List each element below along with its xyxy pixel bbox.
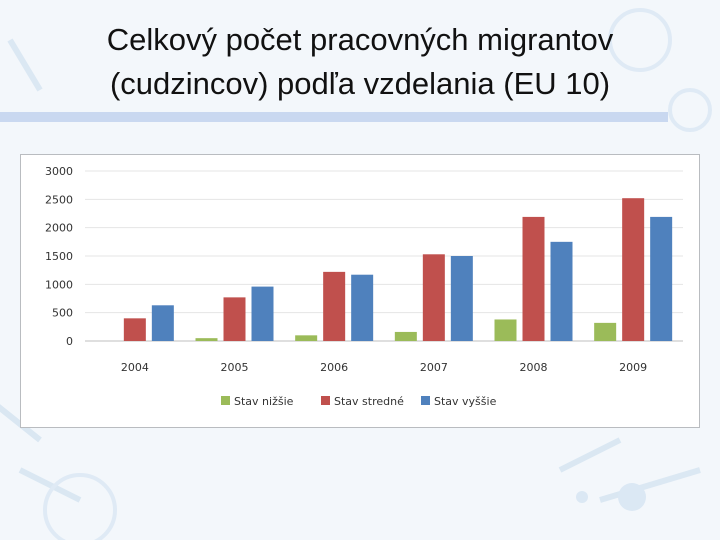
bar	[195, 338, 218, 341]
bar	[650, 216, 673, 341]
page-title: Celkový počet pracovných migrantov (cudz…	[40, 18, 680, 106]
legend-swatch	[221, 396, 230, 405]
bar	[295, 335, 318, 341]
y-tick-label: 2000	[45, 222, 73, 235]
x-tick-label: 2007	[420, 361, 448, 374]
bar	[550, 241, 573, 341]
bar	[323, 271, 346, 341]
legend-swatch	[321, 396, 330, 405]
x-tick-label: 2004	[121, 361, 149, 374]
x-tick-label: 2008	[520, 361, 548, 374]
bar	[394, 331, 417, 341]
bar	[594, 322, 617, 341]
legend-swatch	[421, 396, 430, 405]
bar	[450, 256, 473, 341]
x-tick-label: 2005	[221, 361, 249, 374]
bar	[522, 216, 545, 341]
title-underline	[0, 112, 668, 122]
bar	[151, 305, 174, 341]
x-tick-label: 2006	[320, 361, 348, 374]
y-tick-label: 1000	[45, 278, 73, 291]
legend-label: Stav stredné	[334, 395, 404, 408]
bar	[494, 319, 517, 341]
bar	[351, 274, 374, 341]
y-tick-label: 1500	[45, 250, 73, 263]
bar	[251, 286, 274, 341]
y-tick-label: 3000	[45, 165, 73, 178]
x-tick-label: 2009	[619, 361, 647, 374]
y-tick-label: 500	[52, 307, 73, 320]
bar	[422, 254, 445, 341]
bar	[123, 318, 146, 341]
bar	[622, 198, 645, 341]
y-tick-label: 0	[66, 335, 73, 348]
title-line-2: (cudzincov) podľa vzdelania (EU 10)	[109, 66, 611, 101]
title-line-1: Celkový počet pracovných migrantov	[106, 22, 614, 57]
chart-frame: 0 500 1000 1500 2000 2500 3000 2004 2005 2006 2007…	[20, 154, 700, 428]
y-tick-label: 2500	[45, 193, 73, 206]
legend-label: Stav nižšie	[234, 395, 294, 408]
legend-label: Stav vyššie	[434, 395, 497, 408]
bar-chart: 0 500 1000 1500 2000 2500 3000 2004 2005 2006 2007…	[45, 165, 683, 408]
bar	[223, 297, 246, 341]
